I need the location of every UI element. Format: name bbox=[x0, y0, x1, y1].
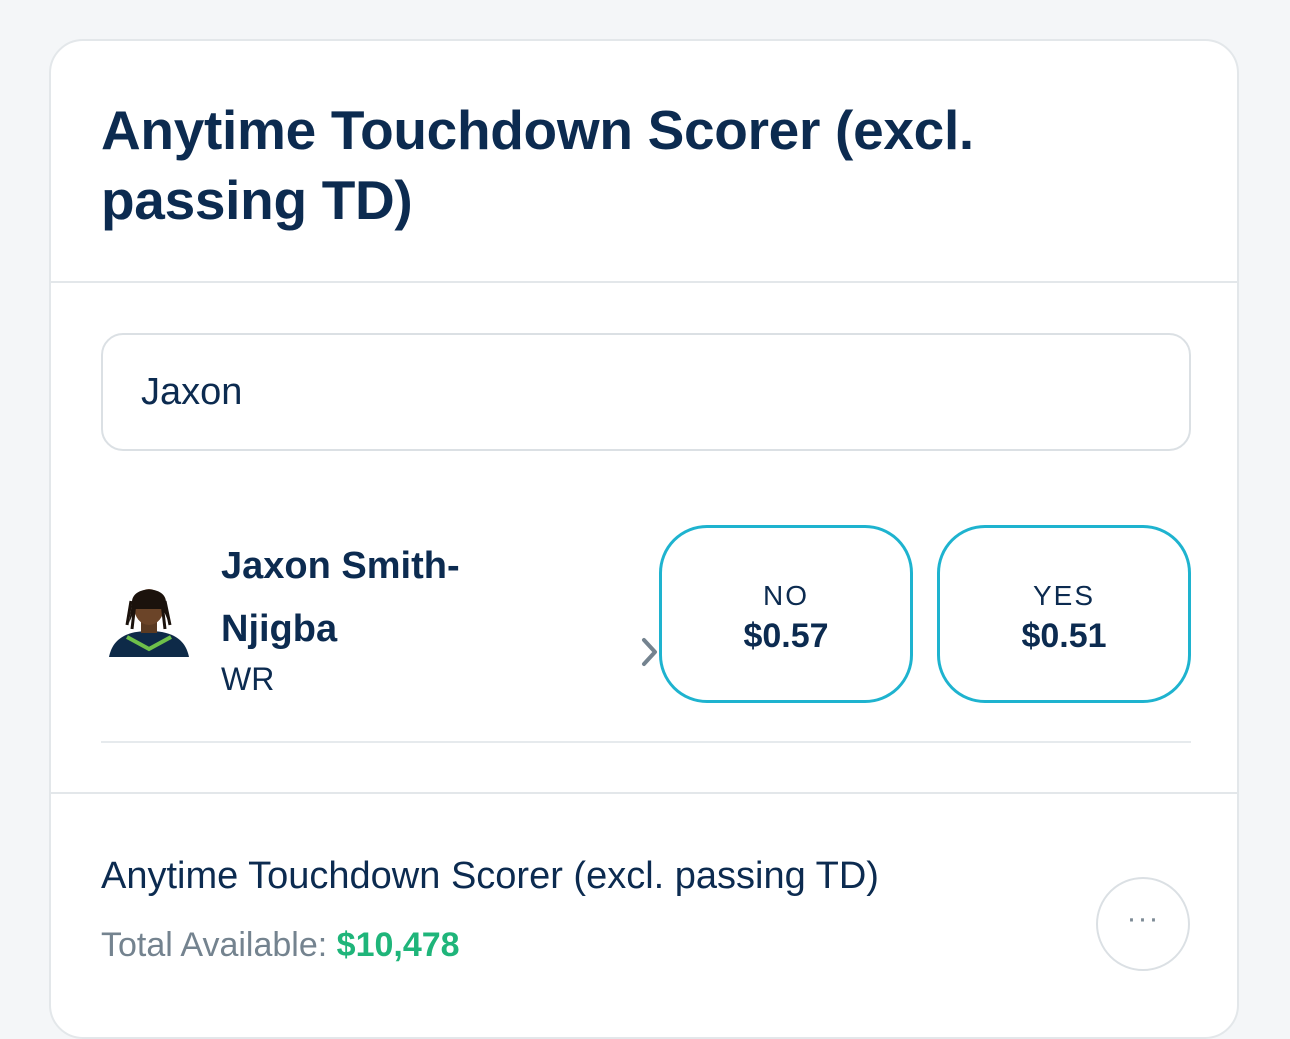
player-position: WR bbox=[221, 661, 275, 697]
market-card: Anytime Touchdown Scorer (excl. passing … bbox=[49, 39, 1239, 1039]
header-divider bbox=[51, 281, 1237, 283]
bet-yes-label: YES bbox=[1032, 580, 1096, 611]
total-available-value: $10,478 bbox=[336, 926, 460, 964]
footer-market-name: Anytime Touchdown Scorer (excl. passing … bbox=[101, 855, 879, 897]
player-headshot-icon bbox=[109, 589, 189, 657]
player-row: Jaxon Smith-Njigba WR NO $0.57 YES $0.51 bbox=[101, 525, 1191, 705]
player-name[interactable]: Jaxon Smith-Njigba bbox=[221, 545, 460, 650]
footer-divider bbox=[51, 792, 1237, 794]
ellipsis-icon: ··· bbox=[1126, 902, 1160, 935]
bet-yes-price: $0.51 bbox=[1021, 617, 1107, 655]
bet-no-button[interactable]: NO $0.57 bbox=[659, 525, 913, 703]
bet-no-price: $0.57 bbox=[743, 617, 829, 655]
total-available-label: Total Available: bbox=[101, 926, 328, 964]
market-title: Anytime Touchdown Scorer (excl. passing … bbox=[101, 99, 974, 231]
total-available: Total Available: $10,478 bbox=[101, 923, 460, 967]
row-divider bbox=[101, 741, 1191, 743]
bet-yes-button[interactable]: YES $0.51 bbox=[937, 525, 1191, 703]
chevron-right-icon[interactable] bbox=[635, 629, 665, 675]
search-input[interactable] bbox=[101, 333, 1191, 451]
bet-no-label: NO bbox=[763, 580, 809, 611]
more-options-button[interactable]: ··· bbox=[1096, 877, 1190, 971]
